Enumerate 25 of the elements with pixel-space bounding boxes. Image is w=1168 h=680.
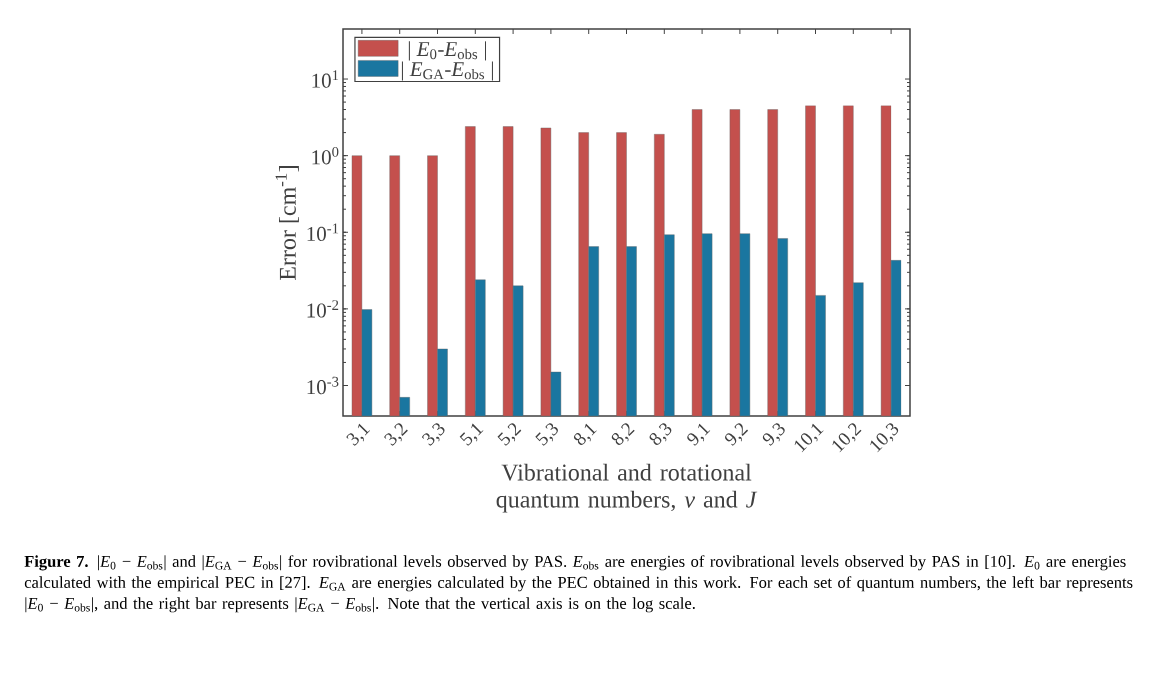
y-tick-label: 10$^{-2}$ xyxy=(307,300,339,318)
y-tick-label: 10$^{-3}$ xyxy=(307,376,339,395)
x-tick-label: 5,1 xyxy=(459,423,484,446)
legend-label: | E$_{GA}$-E$_{obs}$ | xyxy=(401,61,493,81)
x-tick-label: 10,3 xyxy=(870,423,899,453)
text: Figure 7. |E$_{0}$ − E$_{obs}$| and |E$_{GA}$ − E$_{obs}$| for rovibrational levels observed by PAS. E$_{obs}$ are energies of rovibrational levels observed by PAS in [10]. E$_{0}$ are energies calculated with the empirical PEC in [27]. E$_{GA}$ are energies calculated by the PEC obtained in this work. For each set of quantum numbers, the left bar represents |E$_{0}$ − E$_{obs}$|, and the right bar represents |E$_{GA}$ − E$_{obs}$|. Note that the vertical axis is on the log scale. xyxy=(24,555,1133,613)
x-tick-label: 5,3 xyxy=(535,423,558,446)
x-tick-label: 9,2 xyxy=(725,423,749,446)
x-tick-label: 3,3 xyxy=(421,423,445,446)
x-tick-label: 10,2 xyxy=(832,423,862,453)
x-tick-label: 9,1 xyxy=(687,423,711,446)
y-axis-title: Error [cm$^{-1}$] xyxy=(275,166,299,281)
y-tick-label: 10$^{-1}$ xyxy=(307,223,339,241)
x-tick-label: 8,2 xyxy=(611,423,635,446)
x-tick-label: 9,3 xyxy=(762,423,785,446)
x-tick-label: 5,2 xyxy=(497,423,522,446)
y-tick-label: 10$^{1}$ xyxy=(312,70,339,88)
x-tick-label: 8,1 xyxy=(573,423,597,446)
x-tick-label: 10,1 xyxy=(794,423,824,453)
legend-label: | E$_{0}$-E$_{obs}$ | xyxy=(408,41,487,61)
y-tick-label: 10$^{0}$ xyxy=(312,146,339,165)
x-tick-label: 8,3 xyxy=(649,423,672,446)
x-axis-title: Vibrational and rotational quantum numbers, v and J xyxy=(496,463,758,513)
x-tick-label: 3,2 xyxy=(384,423,408,446)
x-tick-label: 3,1 xyxy=(346,423,370,446)
